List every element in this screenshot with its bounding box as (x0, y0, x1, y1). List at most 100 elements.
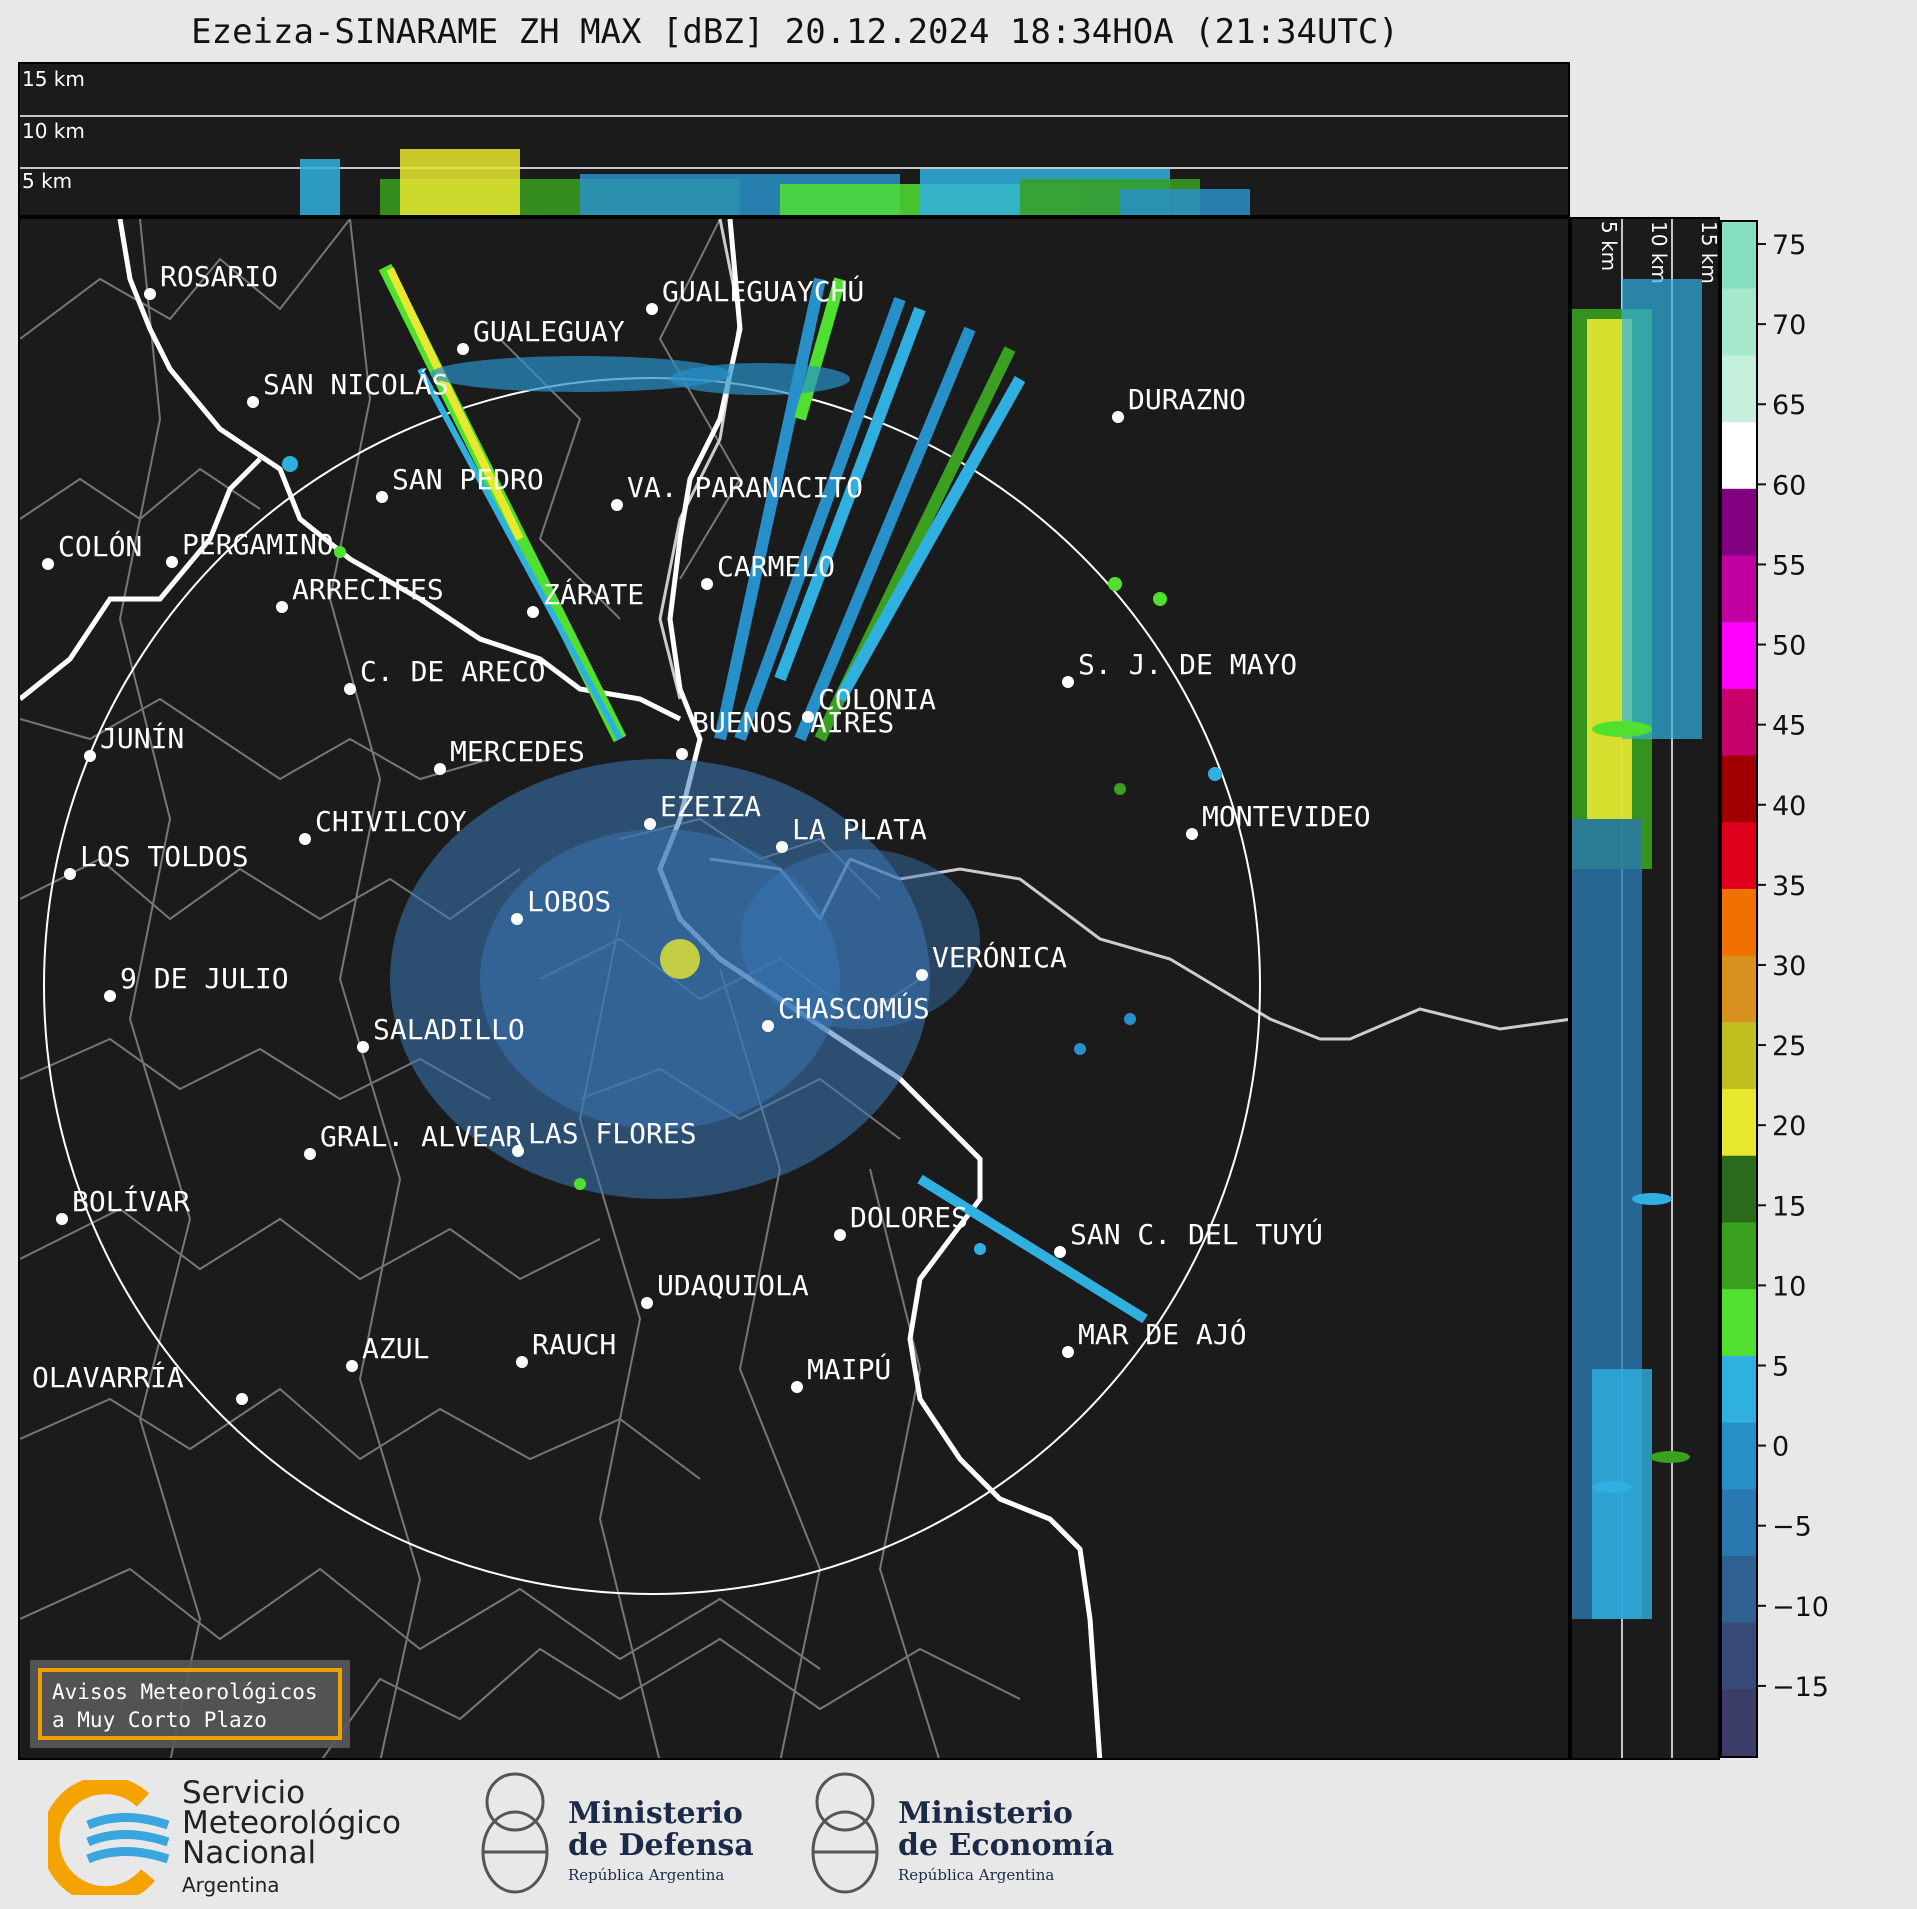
city-dolores: DOLORES (834, 1201, 968, 1241)
warning-box[interactable]: Avisos Meteorológicos a Muy Corto Plazo (30, 1660, 350, 1748)
smn-country: Argentina (182, 1873, 280, 1897)
city-marker (64, 868, 76, 880)
city-9-de-julio: 9 DE JULIO (104, 962, 289, 1002)
colorbar-tick-label: 0 (1772, 1432, 1789, 1463)
city-marker (276, 601, 288, 613)
colorbar-svg (1722, 222, 1756, 1756)
defensa-line2: de Defensa (568, 1828, 754, 1863)
city-label: BUENOS AIRES (692, 706, 894, 739)
uruguay-coast (849, 857, 1568, 1041)
city-marker (791, 1381, 803, 1393)
west-river (20, 457, 262, 701)
radar-map: ROSARIO GUALEGUAYCHÚ GUALEGUAY SAN NICOLÁS D… (18, 217, 1570, 1760)
smn-line1: Servicio (182, 1775, 306, 1811)
colorbar-segment (1722, 488, 1756, 557)
city-mercedes: MERCEDES (434, 735, 585, 775)
colorbar-segment (1722, 1355, 1756, 1424)
city-marker (762, 1020, 774, 1032)
colorbar-segment (1722, 1489, 1756, 1557)
city-azul: AZUL (346, 1332, 429, 1372)
city-label: ARRECIFES (292, 573, 444, 606)
city-bolívar: BOLÍVAR (56, 1184, 190, 1225)
side-cross-section: 5 km 10 km 15 km (1570, 217, 1720, 1760)
colorbar-segment (1722, 422, 1756, 490)
top-alt-5: 5 km (22, 169, 72, 193)
city-label: SAN PEDRO (392, 463, 544, 496)
city-label: GUALEGUAYCHÚ (662, 274, 864, 308)
city-colón: COLÓN (42, 529, 142, 570)
colorbar-segment (1722, 622, 1756, 690)
city-label: JUNÍN (100, 721, 184, 755)
colorbar-tick-label: 40 (1772, 791, 1806, 822)
city-label: VA. PARANACITO (627, 471, 863, 504)
city-marker (802, 711, 814, 723)
smn-line2: Meteorológico (182, 1805, 401, 1841)
defensa-sub: República Argentina (568, 1866, 725, 1884)
top-alt-15: 15 km (22, 67, 85, 91)
colorbar-segment (1722, 1289, 1756, 1357)
colorbar-segment (1722, 1689, 1756, 1756)
colorbar-tick-label: 20 (1772, 1111, 1806, 1142)
city-label: MAIPÚ (807, 1352, 891, 1386)
smn-logo-icon (48, 1780, 170, 1895)
city-va-paranacito: VA. PARANACITO (611, 471, 863, 511)
city-olavarría: OLAVARRÍA (32, 1360, 248, 1405)
city-label: CARMELO (717, 550, 835, 583)
city-mar-de-ajó: MAR DE AJÓ (1062, 1317, 1247, 1358)
top-echo (400, 149, 520, 215)
colorbar-segment (1722, 755, 1756, 824)
city-label: LOBOS (527, 885, 611, 918)
city-marker (304, 1148, 316, 1160)
radar-echoes (282, 263, 1222, 1324)
city-c-de-areco: C. DE ARECO (344, 655, 545, 695)
city-marker (1112, 411, 1124, 423)
city-label: DURAZNO (1128, 383, 1246, 416)
city-label: PERGAMINO (182, 528, 334, 561)
city-gualeguay: GUALEGUAY (457, 315, 625, 355)
defensa-name: Ministerio de Defensa República Argentin… (568, 1796, 754, 1885)
colorbar-tick-label: 5 (1772, 1351, 1789, 1382)
city-buenos-aires: BUENOS AIRES (676, 706, 894, 760)
defensa-line1: Ministerio (568, 1796, 743, 1831)
colorbar-segment (1722, 1555, 1756, 1624)
footer: Servicio Meteorológico Nacional Argentin… (0, 1760, 1917, 1909)
colorbar-segment (1722, 955, 1756, 1024)
economia-line2: de Economía (898, 1828, 1115, 1863)
city-marker (144, 288, 156, 300)
side-cross-section-svg: 5 km 10 km 15 km (1572, 219, 1718, 1758)
colorbar-tick-label: 75 (1772, 230, 1806, 261)
top-echoes (300, 149, 1250, 215)
warning-line1: Avisos Meteorológicos (52, 1680, 318, 1704)
colorbar-tick-label: 45 (1772, 711, 1806, 742)
city-label: C. DE ARECO (360, 655, 545, 688)
colorbar-segment (1722, 1155, 1756, 1224)
colorbar-tick-label: 10 (1772, 1271, 1806, 1302)
city-la-plata: LA PLATA (776, 813, 927, 853)
city-marker (42, 558, 54, 570)
city-label: MONTEVIDEO (1202, 800, 1371, 833)
city-marker (247, 396, 259, 408)
city-label: DOLORES (850, 1201, 968, 1234)
city-san-pedro: SAN PEDRO (376, 463, 544, 503)
city-gualeguaychú: GUALEGUAYCHÚ (646, 274, 864, 315)
city-marker (676, 748, 688, 760)
city-label: EZEIZA (660, 790, 761, 823)
colorbar-tick-label: 50 (1772, 631, 1806, 662)
city-label: MAR DE AJÓ (1078, 1317, 1247, 1351)
city-marker (1186, 828, 1198, 840)
colorbar-segment (1722, 555, 1756, 624)
city-s-j-de-mayo: S. J. DE MAYO (1062, 648, 1297, 688)
city-las-flores: LAS FLORES (512, 1117, 697, 1157)
city-label: AZUL (362, 1332, 429, 1365)
economia-coat-of-arms-icon (811, 1772, 879, 1894)
colorbar (1720, 220, 1758, 1758)
city-label: GRAL. ALVEAR (320, 1120, 522, 1153)
city-marker (236, 1393, 248, 1405)
city-label: ROSARIO (160, 260, 278, 293)
colorbar-tick-label: −10 (1772, 1592, 1829, 1623)
city-marker (701, 578, 713, 590)
city-label: GUALEGUAY (473, 315, 625, 348)
city-label: CHIVILCOY (315, 805, 467, 838)
city-ezeiza: EZEIZA (644, 790, 761, 830)
colorbar-tick-label: 25 (1772, 1031, 1806, 1062)
